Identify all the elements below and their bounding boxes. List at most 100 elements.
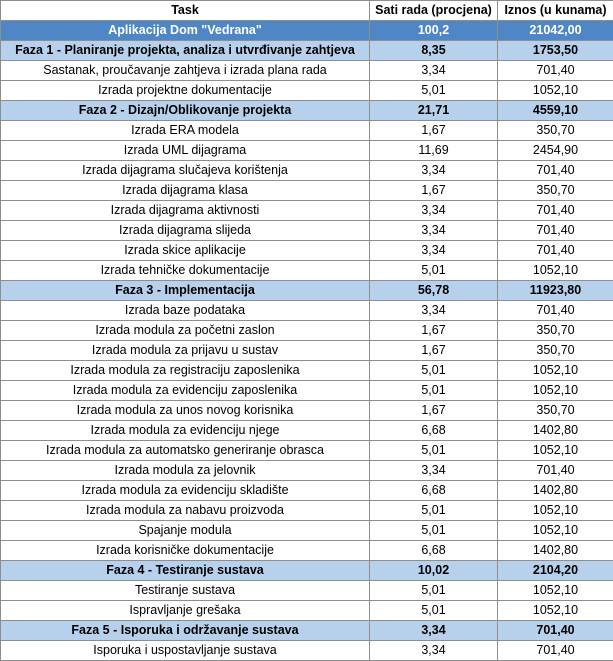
table-row: Izrada dijagrama klasa 1,67 350,70: [0, 180, 613, 201]
cell-amount: 701,40: [497, 620, 613, 641]
cell-task: Faza 2 - Dizajn/Oblikovanje projekta: [0, 100, 370, 121]
cell-amount: 701,40: [497, 240, 613, 261]
table-row: Izrada modula za evidenciju zaposlenika 5…: [0, 380, 613, 401]
cell-task: Aplikacija Dom "Vedrana": [0, 20, 370, 41]
cell-hours: 3,34: [369, 200, 498, 221]
cell-amount: 1052,10: [497, 500, 613, 521]
cell-amount: 350,70: [497, 340, 613, 361]
cell-amount: 1052,10: [497, 260, 613, 281]
phase-row: Faza 1 - Planiranje projekta, analiza i …: [0, 40, 613, 61]
cell-task: Faza 1 - Planiranje projekta, analiza i …: [0, 40, 370, 61]
cell-amount: 21042,00: [497, 20, 613, 41]
cell-hours: 3,34: [369, 300, 498, 321]
cell-amount: 350,70: [497, 180, 613, 201]
table-row: Izrada UML dijagrama 11,69 2454,90: [0, 140, 613, 161]
table-row: Izrada baze podataka 3,34 701,40: [0, 300, 613, 321]
phase-row: Faza 3 - Implementacija 56,78 11923,80: [0, 280, 613, 301]
cell-task: Izrada UML dijagrama: [0, 140, 370, 161]
cell-amount: 2104,20: [497, 560, 613, 581]
cell-task: Isporuka i uspostavljanje sustava: [0, 640, 370, 661]
table-row: Izrada modula za početni zaslon 1,67 350,7…: [0, 320, 613, 341]
cell-hours: 5,01: [369, 380, 498, 401]
cell-task: Sastanak, proučavanje zahtjeva i izrada …: [0, 60, 370, 81]
cell-task: Izrada skice aplikacije: [0, 240, 370, 261]
table-row: Izrada korisničke dokumentacije 6,68 1402,…: [0, 540, 613, 561]
cell-hours: 10,02: [369, 560, 498, 581]
table-row: Izrada modula za automatsko generiranje …: [0, 440, 613, 461]
table-row: Izrada dijagrama slijeda 3,34 701,40: [0, 220, 613, 241]
cell-amount: 1052,10: [497, 380, 613, 401]
cell-hours: 5,01: [369, 580, 498, 601]
cell-hours: 5,01: [369, 360, 498, 381]
cell-task: Izrada modula za registraciju zaposlenik…: [0, 360, 370, 381]
cell-task: Izrada modula za evidenciju zaposlenika: [0, 380, 370, 401]
cell-hours: 11,69: [369, 140, 498, 161]
cell-task: Izrada modula za unos novog korisnika: [0, 400, 370, 421]
cell-amount: 1052,10: [497, 600, 613, 621]
cell-amount: 1052,10: [497, 520, 613, 541]
table-row: Izrada ERA modela 1,67 350,70: [0, 120, 613, 141]
table-row: Izrada tehničke dokumentacije 5,01 1052,10: [0, 260, 613, 281]
phase-row: Faza 2 - Dizajn/Oblikovanje projekta 21,7…: [0, 100, 613, 121]
cell-amount: 701,40: [497, 640, 613, 661]
cell-task: Izrada dijagrama klasa: [0, 180, 370, 201]
cell-task: Izrada modula za evidenciju njege: [0, 420, 370, 441]
table-body: Aplikacija Dom "Vedrana" 100,2 21042,00 Faz…: [0, 20, 613, 661]
table-row: Izrada dijagrama slučajeva korištenja 3,3…: [0, 160, 613, 181]
cell-amount: 1052,10: [497, 580, 613, 601]
cell-hours: 1,67: [369, 120, 498, 141]
table-row: Izrada modula za nabavu proizvoda 5,01 105…: [0, 500, 613, 521]
cell-amount: 701,40: [497, 160, 613, 181]
cell-task: Izrada korisničke dokumentacije: [0, 540, 370, 561]
cell-amount: 1402,80: [497, 480, 613, 501]
cell-amount: 350,70: [497, 320, 613, 341]
cell-amount: 4559,10: [497, 100, 613, 121]
cell-hours: 5,01: [369, 260, 498, 281]
cell-task: Izrada modula za jelovnik: [0, 460, 370, 481]
cell-task: Ispravljanje grešaka: [0, 600, 370, 621]
table-row: Spajanje modula 5,01 1052,10: [0, 520, 613, 541]
table-row: Testiranje sustava 5,01 1052,10: [0, 580, 613, 601]
cell-hours: 5,01: [369, 600, 498, 621]
cell-hours: 5,01: [369, 440, 498, 461]
phase-row: Faza 4 - Testiranje sustava 10,02 2104,20: [0, 560, 613, 581]
cell-amount: 701,40: [497, 460, 613, 481]
cell-amount: 2454,90: [497, 140, 613, 161]
table-row: Izrada modula za evidenciju skladište 6,6…: [0, 480, 613, 501]
cell-hours: 1,67: [369, 340, 498, 361]
table-row: Sastanak, proučavanje zahtjeva i izrada …: [0, 60, 613, 81]
cell-amount: 701,40: [497, 300, 613, 321]
table-row: Izrada modula za evidenciju njege 6,68 140…: [0, 420, 613, 441]
cell-hours: 1,67: [369, 400, 498, 421]
cell-task: Izrada dijagrama aktivnosti: [0, 200, 370, 221]
cell-task: Faza 3 - Implementacija: [0, 280, 370, 301]
phase-row: Faza 5 - Isporuka i održavanje sustava 3,…: [0, 620, 613, 641]
cell-task: Izrada tehničke dokumentacije: [0, 260, 370, 281]
cell-hours: 3,34: [369, 640, 498, 661]
cell-amount: 1753,50: [497, 40, 613, 61]
cell-task: Izrada modula za evidenciju skladište: [0, 480, 370, 501]
cell-hours: 3,34: [369, 220, 498, 241]
cell-task: Izrada modula za početni zaslon: [0, 320, 370, 341]
cell-task: Faza 4 - Testiranje sustava: [0, 560, 370, 581]
cell-task: Izrada dijagrama slijeda: [0, 220, 370, 241]
cell-amount: 350,70: [497, 400, 613, 421]
table-row: Izrada skice aplikacije 3,34 701,40: [0, 240, 613, 261]
header-row: Task Sati rada (procjena) Iznos (u kunam…: [0, 0, 613, 21]
cell-hours: 3,34: [369, 160, 498, 181]
cell-task: Izrada modula za prijavu u sustav: [0, 340, 370, 361]
cell-task: Izrada baze podataka: [0, 300, 370, 321]
cell-task: Izrada ERA modela: [0, 120, 370, 141]
header-task: Task: [0, 0, 370, 21]
project-row: Aplikacija Dom "Vedrana" 100,2 21042,00: [0, 20, 613, 41]
cell-amount: 1402,80: [497, 420, 613, 441]
cell-task: Testiranje sustava: [0, 580, 370, 601]
cell-hours: 3,34: [369, 240, 498, 261]
table-row: Isporuka i uspostavljanje sustava 3,34 701…: [0, 640, 613, 661]
cell-hours: 5,01: [369, 80, 498, 101]
cell-amount: 1052,10: [497, 80, 613, 101]
cell-hours: 21,71: [369, 100, 498, 121]
header-hours: Sati rada (procjena): [369, 0, 498, 21]
cell-task: Izrada projektne dokumentacije: [0, 80, 370, 101]
cell-task: Spajanje modula: [0, 520, 370, 541]
